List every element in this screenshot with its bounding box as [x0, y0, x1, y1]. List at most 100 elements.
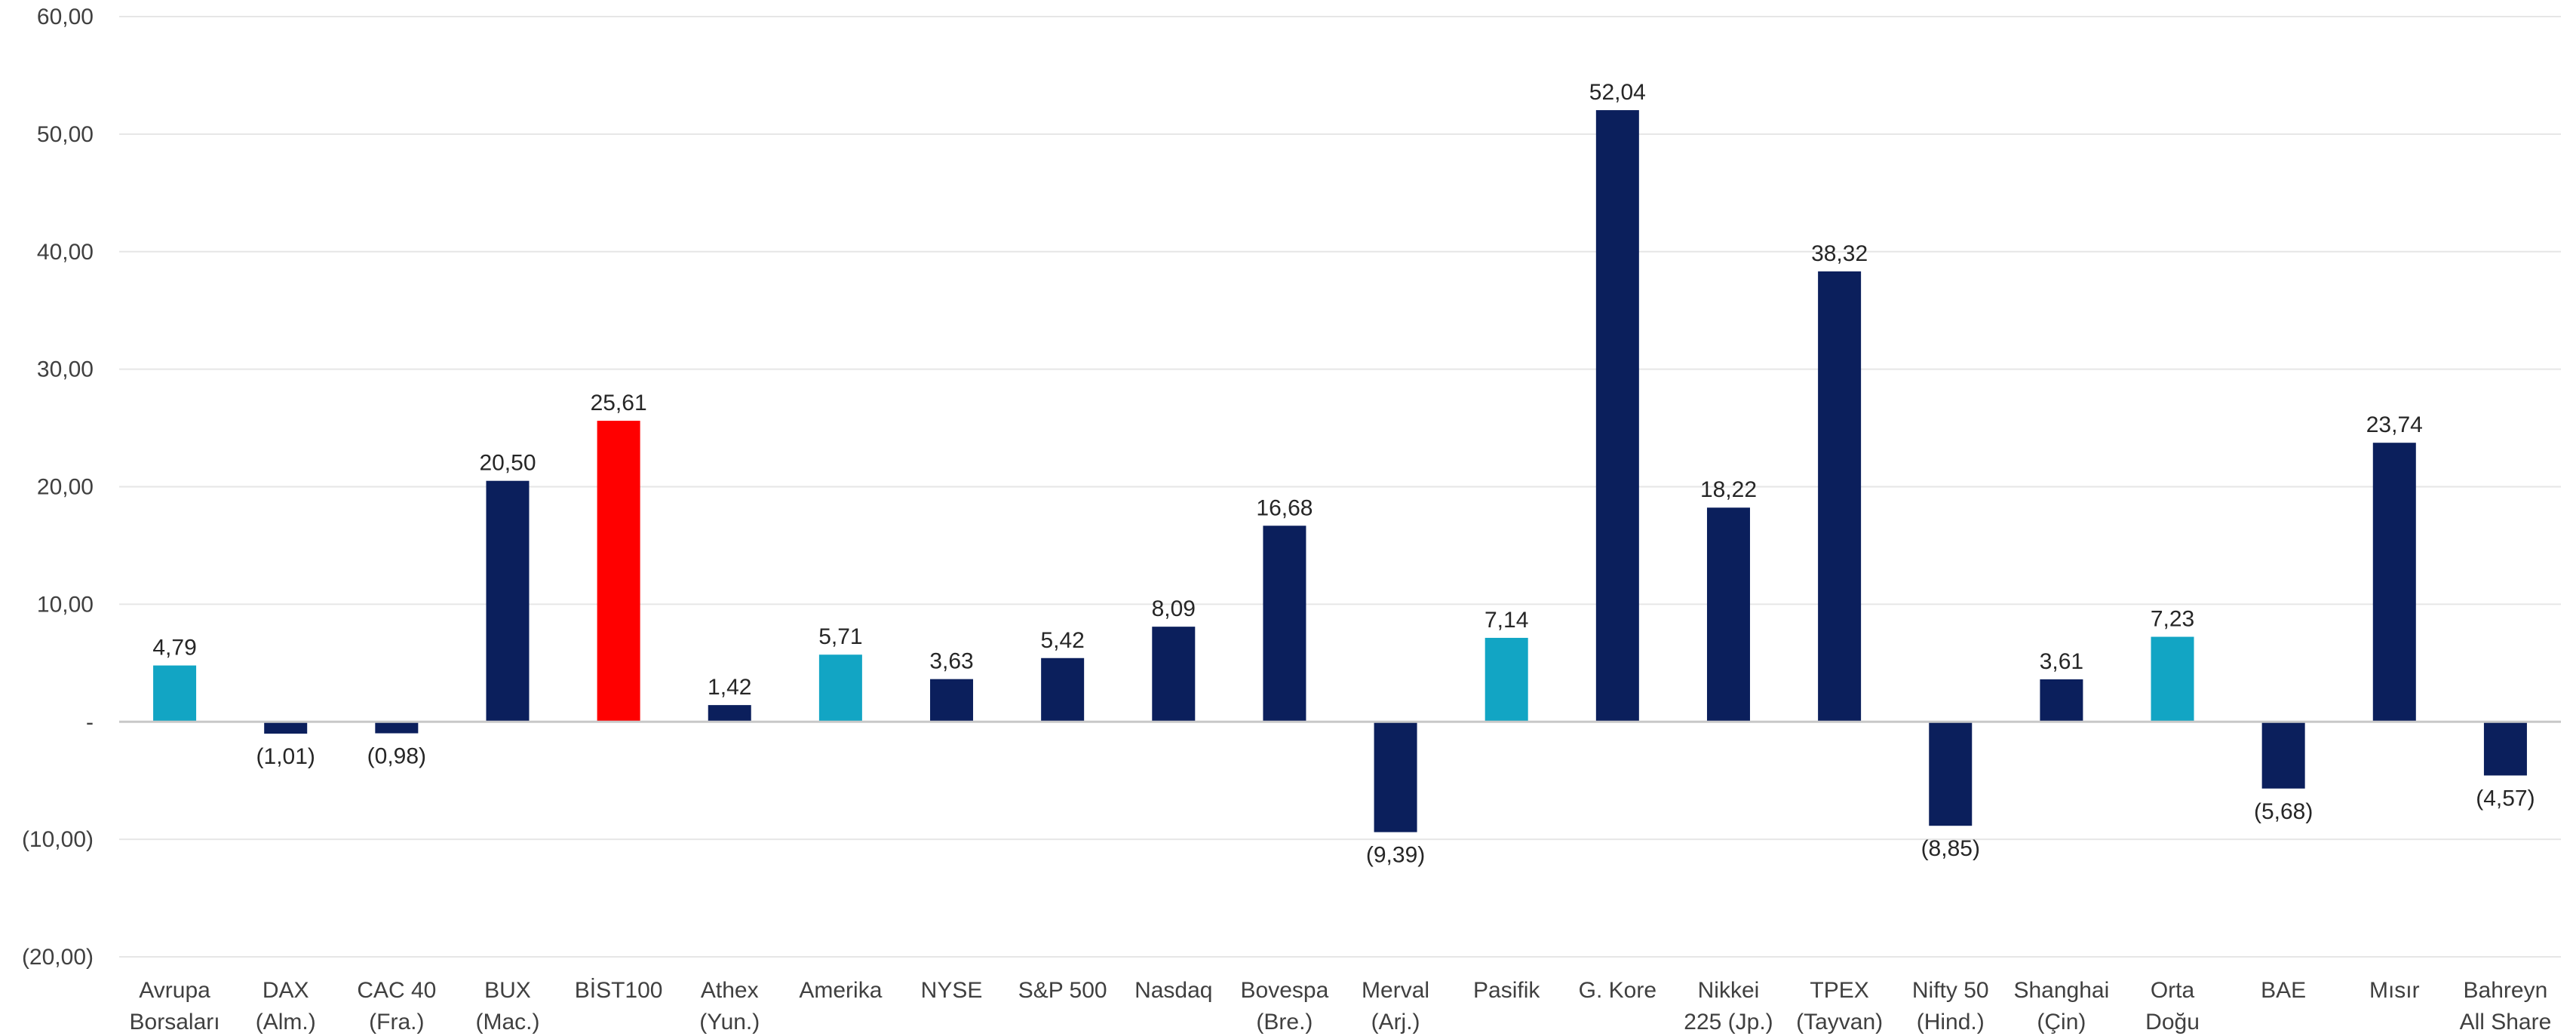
data-label: 25,61 [591, 391, 647, 415]
category-label: Avrupa Borsaları [130, 978, 220, 1034]
category-label-line: (Alm.) [256, 1010, 316, 1034]
y-tick-label: - [86, 710, 94, 734]
bar [264, 722, 308, 734]
bar [153, 665, 197, 722]
category-label-line: 225 (Jp.) [1684, 1010, 1773, 1034]
data-label: 38,32 [1811, 241, 1868, 266]
category-label-line: DAX [263, 978, 309, 1003]
bar [1818, 271, 1862, 722]
data-label: 3,61 [2040, 649, 2083, 674]
bar [1152, 627, 1196, 722]
category-label-line: Amerika [799, 978, 882, 1003]
category-label: DAX (Alm.) [256, 978, 316, 1034]
data-label: (9,39) [1366, 843, 1425, 868]
bar [597, 421, 640, 722]
bar [1929, 722, 1973, 826]
data-label: 7,23 [2151, 607, 2194, 632]
category-label-line: (Bre.) [1256, 1010, 1313, 1034]
bar [2372, 443, 2416, 722]
category-label-line: BAE [2261, 978, 2306, 1003]
category-label-line: Nikkei [1698, 978, 1760, 1003]
category-label: CAC 40 (Fra.) [357, 978, 436, 1034]
y-tick-label: 30,00 [37, 357, 94, 382]
category-label: Nifty 50 (Hind.) [1912, 978, 1989, 1034]
data-label: (5,68) [2254, 799, 2313, 824]
data-label: 5,42 [1040, 628, 1084, 653]
bar [2261, 722, 2305, 789]
category-label-line: (Mac.) [475, 1010, 539, 1034]
category-label: Shanghai (Çin) [2013, 978, 2109, 1034]
category-label: Amerika [799, 978, 882, 1003]
category-label: BAE [2261, 978, 2306, 1003]
data-label: 5,71 [818, 624, 862, 649]
category-label-line: (Yun.) [699, 1010, 760, 1034]
category-label-line: Avrupa [139, 978, 210, 1003]
category-label-line: G. Kore [1579, 978, 1656, 1003]
data-label: 1,42 [708, 675, 751, 700]
category-label-line: Mısır [2369, 978, 2420, 1003]
category-label-line: CAC 40 [357, 978, 436, 1003]
y-tick-label: 50,00 [37, 122, 94, 147]
data-label: 4,79 [152, 636, 196, 661]
category-label: Athex (Yun.) [699, 978, 760, 1034]
y-tick-label: (20,00) [22, 945, 94, 970]
gridlines [119, 16, 2561, 958]
category-label-line: Orta [2151, 978, 2195, 1003]
category-label: BİST100 [575, 978, 663, 1003]
data-label: 8,09 [1152, 596, 1196, 621]
y-tick-label: 40,00 [37, 240, 94, 265]
category-label-line: Shanghai [2013, 978, 2109, 1003]
category-label-line: NYSE [921, 978, 983, 1003]
category-label-line: (Fra.) [369, 1010, 424, 1034]
category-label-line: Merval [1362, 978, 1429, 1003]
category-label-line: (Tayvan) [1796, 1010, 1883, 1034]
y-tick-label: 10,00 [37, 592, 94, 617]
bar [708, 705, 751, 722]
category-label: TPEX (Tayvan) [1796, 978, 1883, 1034]
y-tick-label: (10,00) [22, 827, 94, 852]
category-label: Mısır [2369, 978, 2420, 1003]
category-label-line: (Hind.) [1917, 1010, 1985, 1034]
y-tick-label: 60,00 [37, 5, 94, 29]
category-label: Nasdaq [1134, 978, 1212, 1003]
data-label: 16,68 [1256, 495, 1313, 520]
category-label: Bahreyn All Share [2460, 978, 2552, 1034]
data-label: (0,98) [367, 744, 426, 769]
bar [2151, 636, 2194, 722]
category-label: Nikkei 225 (Jp.) [1684, 978, 1773, 1034]
category-label-line: S&P 500 [1018, 978, 1107, 1003]
category-label-line: Borsaları [130, 1010, 220, 1034]
bar [818, 654, 862, 722]
y-tick-label: 20,00 [37, 475, 94, 500]
bar [2483, 722, 2527, 776]
bar [1595, 110, 1639, 722]
bar [2040, 679, 2083, 722]
data-label: 18,22 [1700, 477, 1757, 502]
category-label: NYSE [921, 978, 983, 1003]
category-label-line: Bovespa [1241, 978, 1329, 1003]
category-label: BUX (Mac.) [475, 978, 539, 1034]
bar [1485, 637, 1528, 722]
bar [1374, 722, 1417, 832]
category-label: G. Kore [1579, 978, 1656, 1003]
category-label-line: BİST100 [575, 978, 663, 1003]
category-label-line: Nifty 50 [1912, 978, 1989, 1003]
category-label-line: BUX [484, 978, 531, 1003]
category-label-line: Pasifik [1473, 978, 1540, 1003]
data-label: 20,50 [479, 451, 536, 476]
bar [1263, 526, 1306, 722]
category-label: Bovespa (Bre.) [1241, 978, 1329, 1034]
data-label: 7,14 [1485, 608, 1528, 633]
data-label: (8,85) [1921, 836, 1980, 861]
bar [930, 679, 974, 722]
category-label-line: Bahreyn [2464, 978, 2548, 1003]
y-axis-tick-labels: 60,00 50,00 40,00 30,00 20,00 10,00 - (10,00) (2… [22, 5, 94, 970]
data-label: 52,04 [1589, 80, 1646, 105]
category-label-line: TPEX [1810, 978, 1868, 1003]
data-label: (4,57) [2476, 786, 2535, 811]
bar [1706, 507, 1750, 722]
category-label-line: (Çin) [2037, 1010, 2086, 1034]
category-label: Pasifik [1473, 978, 1540, 1003]
bar [375, 722, 419, 734]
